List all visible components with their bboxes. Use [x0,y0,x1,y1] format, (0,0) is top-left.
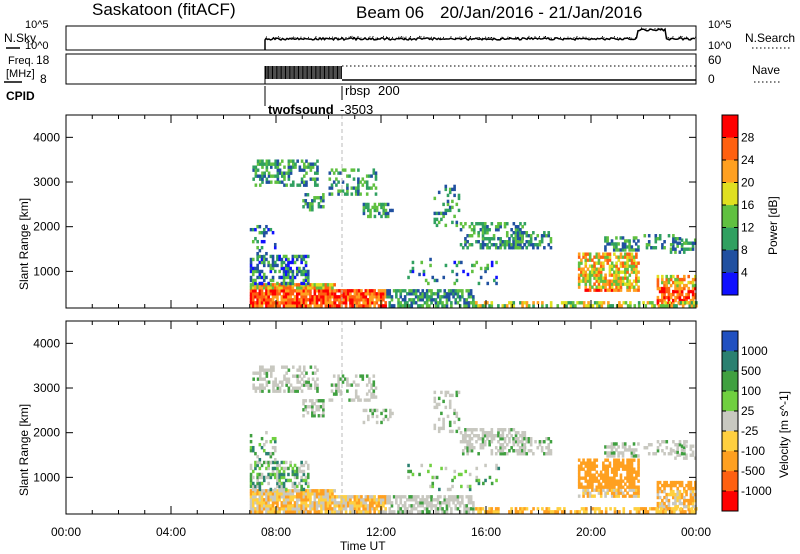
xtick-4: 16:00 [471,525,501,539]
nsky-tick-top: 10^5 [25,19,49,31]
x-tick-labels: 00:00 04:00 08:00 12:00 16:00 20:00 00:00 [51,525,711,539]
nsearch-tick-top: 10^5 [708,19,732,31]
power-colorbar-swatch-7 [722,115,738,138]
velocity-panel: 1000 2000 3000 4000 Slant Range [km] [17,320,698,515]
power-panel: 1000 2000 3000 4000 Slant Range [km] [17,114,698,309]
nsky-strip: N.Sky 10^5 10^0 10^5 10^0 N.Search [4,19,795,52]
velocity-ylabel: Slant Range [km] [17,404,31,496]
velocity-colorbar-tick-6: -500 [741,464,765,478]
power-x-axis [65,115,697,308]
nave-tick-bottom: 0 [708,72,715,86]
velocity-colorbar: 1000 500 100 25 -25 -100 -500 -1000 Velocity [m… [721,330,791,512]
velocity-colorbar-swatch-7 [722,351,738,372]
freq-tick-top: 18 [36,53,50,67]
xtick-2: 08:00 [261,525,291,539]
power-colorbar-tick-24: 24 [741,153,755,167]
power-colorbar-tick-4: 4 [741,266,748,280]
freq-unit: [MHz] [6,68,35,80]
nave-label: Nave [752,63,780,77]
freq-strip: Freq. [MHz] 18 8 60 0 Nave [4,53,780,86]
velocity-colorbar-swatch-5 [722,391,738,412]
power-ytick-1000: 1000 [33,264,60,278]
cpid-label: CPID [6,89,35,103]
power-colorbar-swatch-1 [722,250,738,273]
cpid-3503: -3503 [340,102,373,117]
nsearch-label: N.Search [745,31,795,45]
velocity-colorbar-swatch-0 [722,491,738,512]
velocity-colorbar-tick-5: -100 [741,444,765,458]
velocity-colorbar-swatch-8 [722,331,738,352]
power-ytick-4000: 4000 [33,130,60,144]
power-data [249,159,698,308]
xtick-6: 00:00 [681,525,711,539]
power-colorbar-tick-8: 8 [741,243,748,257]
cpid-200: 200 [378,83,400,98]
velocity-ytick-1000: 1000 [33,470,60,484]
velocity-colorbar-swatch-4 [722,411,738,432]
nsky-label: N.Sky [4,31,36,45]
power-colorbar: 4 8 12 16 20 24 28 Power [dB] [721,114,780,296]
power-colorbar-tick-16: 16 [741,198,755,212]
power-ylabel: Slant Range [km] [17,198,31,290]
power-colorbar-swatch-4 [722,182,738,206]
freq-trace [264,66,342,84]
velocity-colorbar-tick-2: 100 [741,384,761,398]
velocity-colorbar-swatch-2 [722,451,738,472]
velocity-colorbar-tick-1: 500 [741,364,761,378]
power-colorbar-swatch-6 [722,137,738,161]
velocity-y-axis: 1000 2000 3000 4000 [33,336,696,484]
nsky-trace [264,27,696,50]
power-colorbar-swatch-2 [722,227,738,251]
power-colorbar-tick-20: 20 [741,176,755,190]
xtick-3: 12:00 [366,525,396,539]
xtick-0: 00:00 [51,525,81,539]
beam-label: Beam 06 [356,3,424,22]
velocity-colorbar-label: Velocity [m s^-1] [777,391,791,478]
velocity-colorbar-swatch-6 [722,371,738,392]
velocity-data [249,365,698,514]
xtick-5: 20:00 [576,525,606,539]
power-ytick-2000: 2000 [33,220,60,234]
velocity-colorbar-swatch-3 [722,431,738,452]
date-range: 20/Jan/2016 - 21/Jan/2016 [440,3,642,22]
power-colorbar-swatch-3 [722,205,738,228]
velocity-colorbar-tick-4: -25 [741,424,759,438]
nsearch-trace [266,27,696,39]
nave-tick-top: 60 [708,53,722,67]
power-colorbar-tick-12: 12 [741,221,755,235]
power-ytick-3000: 3000 [33,175,60,189]
freq-tick-bottom: 8 [40,72,47,86]
cpid-twofsound: twofsound [268,102,334,117]
velocity-colorbar-tick-0: 1000 [741,344,768,358]
velocity-colorbar-tick-3: 25 [741,404,755,418]
power-colorbar-swatch-5 [722,160,738,183]
nsky-tick-bottom: 10^0 [25,40,49,52]
velocity-ytick-2000: 2000 [33,426,60,440]
velocity-x-axis [65,321,697,514]
velocity-colorbar-tick-7: -1000 [741,484,772,498]
power-y-axis: 1000 2000 3000 4000 [33,130,696,278]
cpid-rbsp: rbsp [345,83,370,98]
station-title: Saskatoon (fitACF) [92,0,236,19]
freq-label: Freq. [8,55,34,67]
velocity-ytick-4000: 4000 [33,336,60,350]
power-colorbar-label: Power [dB] [766,196,780,255]
nsearch-tick-bottom: 10^0 [708,40,732,52]
velocity-ytick-3000: 3000 [33,381,60,395]
x-axis-title: Time UT [340,539,386,553]
cpid-strip: CPID twofsound -3503 rbsp 200 [6,83,400,117]
power-colorbar-tick-28: 28 [741,131,755,145]
power-colorbar-swatch-0 [722,272,738,296]
velocity-colorbar-swatch-1 [722,471,738,492]
xtick-1: 04:00 [156,525,186,539]
